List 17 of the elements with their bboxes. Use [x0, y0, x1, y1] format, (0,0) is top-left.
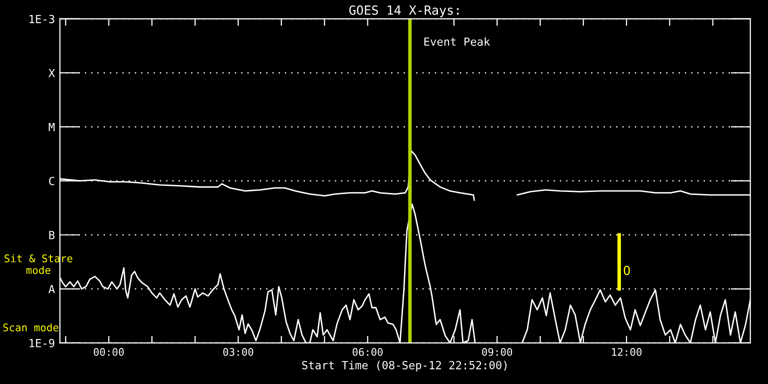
chart-title: GOES 14 X-Rays:	[349, 5, 459, 18]
annotation: O	[624, 266, 630, 276]
y-tick-label: 1E-9	[30, 338, 54, 348]
y-tick-label: X	[48, 68, 55, 78]
y-tick-label: C	[49, 176, 54, 186]
x-tick-label: 12:00	[612, 348, 642, 356]
x-tick-label: 03:00	[223, 348, 254, 356]
y-tick-label: A	[48, 285, 55, 294]
x-axis-title: Start Time (08-Sep-12 22:52:00)	[302, 360, 506, 372]
x-tick-label: 09:00	[482, 348, 512, 356]
text: Scan mode	[3, 323, 58, 332]
ref-line-label: Event Peak	[424, 37, 490, 46]
x-tick-label: 06:00	[352, 348, 383, 356]
x-tick-label: 00:00	[94, 348, 124, 356]
y-tick-label: B	[49, 231, 55, 240]
y-tick-label: M	[48, 123, 55, 132]
y-tick-label: 1E-3	[30, 14, 54, 24]
